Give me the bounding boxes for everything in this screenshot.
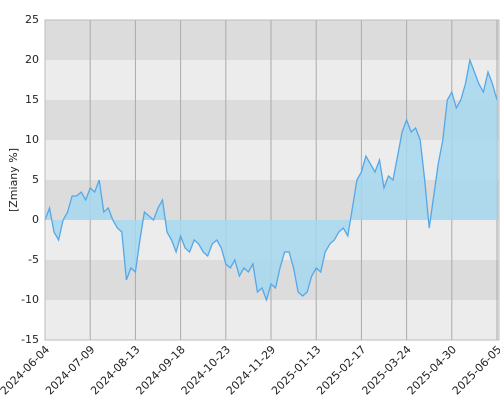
band [45,100,499,140]
y-tick-label: -5 [28,253,39,266]
band [45,60,499,100]
y-tick-label: 10 [25,133,39,146]
y-tick-label: 15 [25,93,39,106]
y-tick-label: 0 [32,213,39,226]
y-axis-label: [Zmiany %] [7,148,20,212]
line [44,57,498,303]
band [45,300,499,340]
band [45,20,499,60]
y-tick-label: -10 [21,293,39,306]
plot-frame [44,19,500,341]
y-tick-label: 25 [25,13,39,26]
y-tick-label: 20 [25,53,39,66]
area [45,60,497,300]
y-tick-label: -15 [21,333,39,346]
band [45,140,499,180]
y-tick-label: 5 [32,173,39,186]
